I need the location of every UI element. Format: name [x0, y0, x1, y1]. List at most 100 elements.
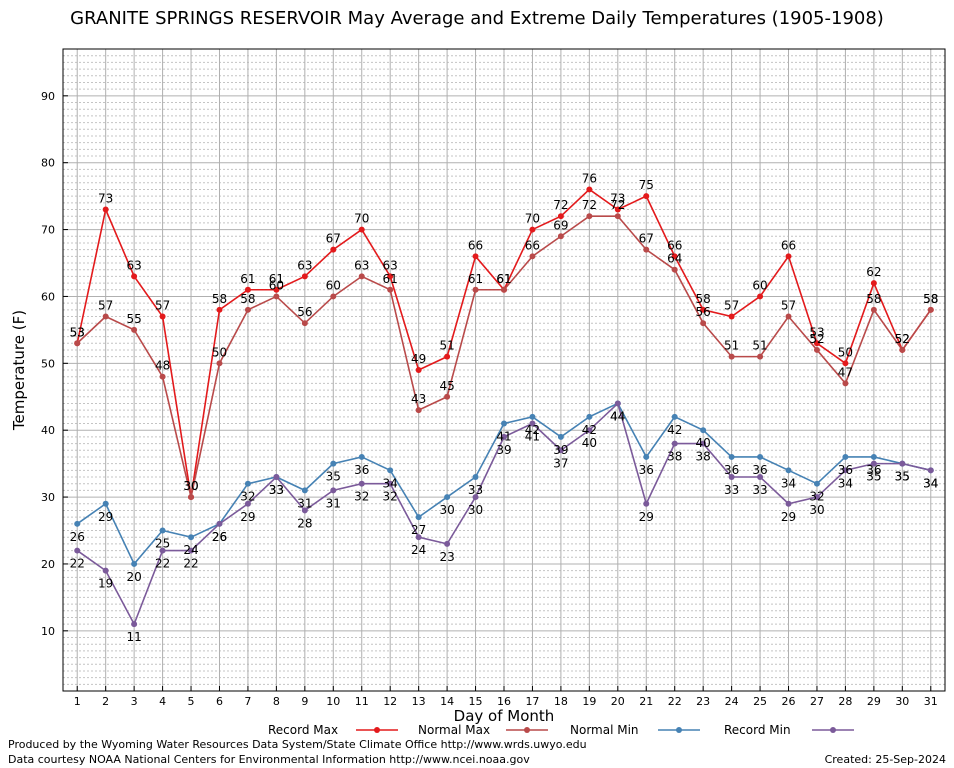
data-point-normal-min — [472, 474, 479, 480]
data-label-normal-max: 57 — [98, 299, 113, 313]
data-point-normal-max — [330, 293, 337, 300]
data-point-record-min — [131, 621, 138, 628]
data-label-normal-min: 34 — [781, 476, 796, 490]
data-label-record-min: 38 — [667, 450, 682, 464]
data-point-record-min — [330, 487, 337, 494]
data-label-normal-min: 33 — [468, 483, 483, 497]
data-label-record-max: 72 — [553, 198, 568, 212]
x-tick-label: 17 — [525, 695, 539, 708]
data-point-normal-max — [728, 353, 735, 360]
data-point-record-min — [529, 420, 536, 427]
data-point-normal-min — [586, 413, 593, 420]
data-label-normal-max: 52 — [809, 332, 824, 346]
data-label-normal-max: 43 — [411, 392, 426, 406]
data-label-normal-max: 64 — [667, 252, 682, 266]
data-label-normal-min: 44 — [610, 409, 625, 423]
data-label-normal-max: 69 — [553, 218, 568, 232]
credit-noaa: Data courtesy NOAA National Centers for … — [8, 753, 530, 766]
data-point-record-min — [728, 474, 735, 480]
x-axis-label: Day of Month — [454, 707, 555, 725]
y-tick-label: 30 — [41, 491, 55, 504]
data-label-normal-max: 72 — [582, 198, 597, 212]
data-label-normal-min: 36 — [838, 463, 853, 477]
data-label-record-min: 41 — [525, 430, 540, 444]
data-point-record-max — [301, 273, 308, 280]
data-label-normal-max: 57 — [781, 299, 796, 313]
data-label-record-max: 57 — [724, 299, 739, 313]
data-label-record-min: 11 — [126, 630, 141, 644]
data-label-normal-min: 36 — [639, 463, 654, 477]
data-point-normal-max — [102, 313, 109, 320]
data-point-record-min — [671, 440, 678, 447]
data-point-normal-max — [444, 393, 451, 400]
data-label-normal-min: 40 — [696, 436, 711, 450]
data-label-normal-max: 52 — [895, 332, 910, 346]
data-point-normal-max — [301, 320, 308, 327]
data-label-normal-min: 42 — [667, 423, 682, 437]
data-point-record-max — [102, 206, 109, 213]
x-tick-label: 4 — [159, 695, 166, 708]
data-label-record-min: 22 — [155, 557, 170, 571]
data-point-normal-min — [813, 480, 820, 487]
data-point-normal-max — [899, 346, 906, 353]
data-point-record-min — [643, 500, 650, 507]
data-label-record-min: 23 — [439, 550, 454, 564]
data-label-record-min: 28 — [297, 516, 312, 530]
data-label-record-max: 60 — [752, 278, 767, 292]
data-point-record-min — [102, 567, 109, 574]
data-label-record-min: 29 — [781, 510, 796, 524]
data-label-record-max: 49 — [411, 352, 426, 366]
y-tick-label: 70 — [41, 224, 55, 237]
data-point-normal-max — [472, 286, 479, 293]
data-label-record-min: 24 — [411, 543, 426, 557]
data-point-record-max — [671, 253, 678, 260]
data-point-record-min — [757, 474, 764, 480]
data-label-record-max: 76 — [582, 171, 597, 185]
data-point-normal-max — [188, 494, 195, 501]
y-tick-label: 40 — [41, 424, 55, 437]
data-point-normal-max — [700, 320, 707, 327]
x-tick-label: 13 — [412, 695, 426, 708]
data-label-record-min: 19 — [98, 577, 113, 591]
x-tick-label: 28 — [838, 695, 852, 708]
data-point-normal-min — [244, 480, 251, 487]
data-label-record-max: 67 — [326, 232, 341, 246]
data-point-record-min — [927, 467, 934, 474]
x-tick-label: 24 — [725, 695, 739, 708]
x-tick-label: 7 — [244, 695, 251, 708]
x-tick-label: 1 — [74, 695, 81, 708]
data-label-normal-min: 36 — [866, 463, 881, 477]
data-point-record-max — [472, 253, 479, 260]
x-tick-label: 11 — [355, 695, 369, 708]
data-label-normal-max: 58 — [866, 292, 881, 306]
data-label-record-max: 62 — [866, 265, 881, 279]
data-label-record-min: 34 — [838, 476, 853, 490]
data-point-record-max — [557, 213, 564, 220]
data-label-normal-min: 36 — [724, 463, 739, 477]
x-tick-label: 19 — [582, 695, 596, 708]
data-label-record-max: 73 — [610, 192, 625, 206]
data-label-record-max: 53 — [70, 325, 85, 339]
data-point-record-min — [273, 474, 280, 480]
x-tick-label: 23 — [696, 695, 710, 708]
credit-wrds: Produced by the Wyoming Water Resources … — [8, 738, 587, 751]
data-label-normal-min: 39 — [553, 443, 568, 457]
data-point-record-min — [842, 467, 849, 474]
data-point-normal-max — [927, 306, 934, 313]
data-point-normal-max — [757, 353, 764, 360]
data-point-normal-max — [131, 326, 138, 333]
data-label-normal-max: 47 — [838, 365, 853, 379]
data-point-record-max — [216, 306, 223, 313]
data-label-normal-min: 27 — [411, 523, 426, 537]
data-label-normal-min: 26 — [212, 530, 227, 544]
data-label-normal-min: 35 — [895, 470, 910, 484]
data-point-record-min — [188, 547, 195, 554]
data-label-record-min: 39 — [496, 443, 511, 457]
data-point-record-min — [813, 494, 820, 501]
data-label-normal-min: 33 — [269, 483, 284, 497]
data-point-normal-min — [728, 453, 735, 460]
data-point-normal-min — [757, 453, 764, 460]
data-label-record-max: 75 — [639, 178, 654, 192]
